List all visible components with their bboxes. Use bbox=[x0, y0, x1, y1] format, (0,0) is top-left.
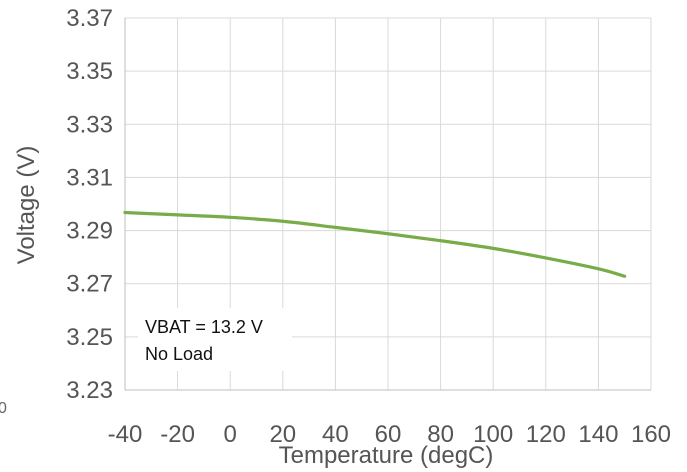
y-axis-title: Voltage (V) bbox=[13, 146, 40, 265]
series-layer bbox=[123, 210, 627, 278]
y-tick-label: 3.37 bbox=[66, 5, 113, 32]
x-tick-label: 60 bbox=[375, 421, 402, 448]
annotation-no-load: No Load bbox=[145, 344, 213, 364]
x-tick-label: 80 bbox=[427, 421, 454, 448]
x-tick-label: 120 bbox=[526, 421, 566, 448]
y-tick-label: 3.29 bbox=[66, 218, 113, 245]
x-tick-label: 40 bbox=[322, 421, 349, 448]
y-tick-label: 3.27 bbox=[66, 271, 113, 298]
y-tick-label: 3.23 bbox=[66, 377, 113, 404]
x-tick-labels: -40 -20 0 20 40 60 80 100 120 140 160 bbox=[108, 421, 671, 448]
x-tick-label: 140 bbox=[578, 421, 618, 448]
y-tick-label: 3.33 bbox=[66, 111, 113, 138]
x-tick-label: -40 bbox=[108, 421, 143, 448]
x-tick-label: 160 bbox=[631, 421, 671, 448]
x-tick-label: -20 bbox=[160, 421, 195, 448]
axis-lines bbox=[124, 18, 651, 391]
x-tick-label: 100 bbox=[473, 421, 513, 448]
y-tick-label: 3.31 bbox=[66, 164, 113, 191]
series-line bbox=[123, 210, 627, 278]
annotation-box bbox=[138, 308, 292, 371]
stray-tick-fragment: 0 bbox=[0, 400, 7, 417]
y-tick-labels: 3.23 3.25 3.27 3.29 3.31 3.33 3.35 3.37 bbox=[66, 5, 113, 404]
y-tick-label: 3.35 bbox=[66, 58, 113, 85]
x-tick-label: 20 bbox=[269, 421, 296, 448]
y-tick-label: 3.25 bbox=[66, 324, 113, 351]
x-tick-label: 0 bbox=[224, 421, 237, 448]
annotation-vbat: VBAT = 13.2 V bbox=[145, 317, 263, 337]
x-axis-title: Temperature (degC) bbox=[279, 442, 494, 469]
